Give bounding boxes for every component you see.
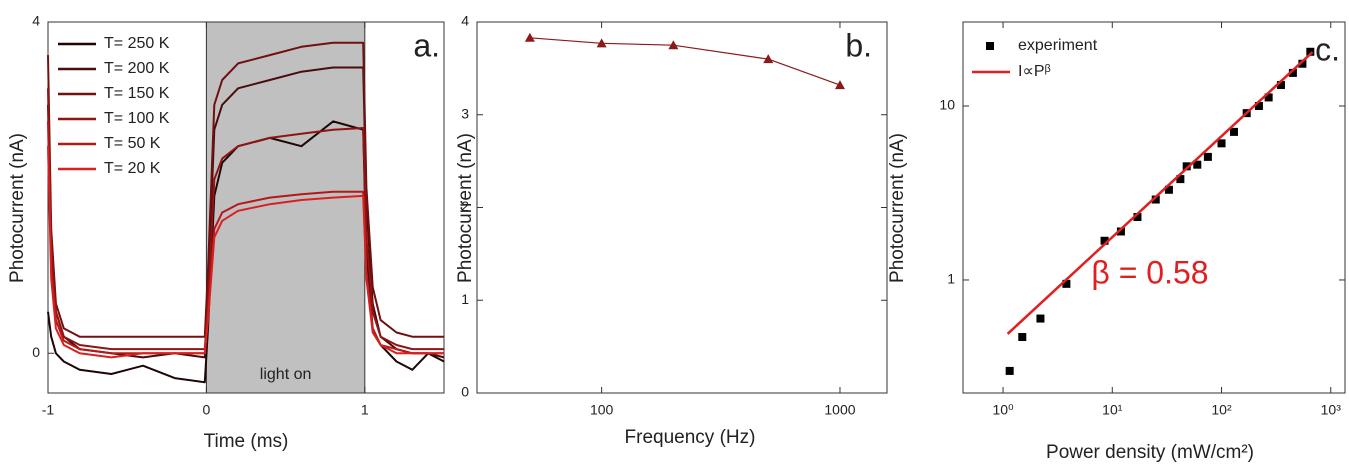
marker bbox=[834, 80, 845, 90]
marker bbox=[1164, 185, 1173, 194]
marker bbox=[1193, 160, 1202, 169]
legend-label: T= 200 K bbox=[104, 60, 170, 77]
series-line bbox=[47, 120, 445, 384]
marker bbox=[1298, 59, 1307, 68]
marker bbox=[1288, 68, 1297, 77]
y-tick-label: 2 bbox=[461, 198, 469, 214]
marker bbox=[1062, 279, 1071, 288]
plot-frame bbox=[962, 21, 1346, 394]
legend-marker bbox=[986, 42, 994, 50]
marker bbox=[1276, 81, 1285, 90]
marker bbox=[1151, 195, 1160, 204]
marker bbox=[1182, 162, 1191, 171]
legend-label: experiment bbox=[1018, 37, 1098, 54]
marker bbox=[1254, 102, 1263, 111]
series-line bbox=[1006, 51, 1314, 335]
x-tick-label: -1 bbox=[42, 402, 55, 418]
series-line bbox=[529, 37, 841, 86]
x-axis-label: Power density (mW/cm²) bbox=[1046, 442, 1254, 463]
y-axis-label: Photocurrent (nA) bbox=[455, 133, 476, 283]
y-tick-label: 1 bbox=[947, 271, 955, 287]
marker bbox=[1133, 213, 1142, 222]
legend-label: T= 150 K bbox=[104, 85, 170, 102]
panel-label: b. bbox=[845, 27, 872, 63]
marker bbox=[668, 40, 679, 50]
y-axis-label: Photocurrent (nA) bbox=[887, 133, 908, 283]
marker bbox=[1203, 152, 1212, 161]
series-line bbox=[47, 88, 444, 351]
y-tick-label: 4 bbox=[32, 13, 40, 29]
y-tick-label: 3 bbox=[461, 105, 469, 121]
marker bbox=[524, 32, 535, 42]
marker bbox=[1229, 127, 1238, 136]
x-tick-label: 1 bbox=[361, 402, 369, 418]
x-tick-label: 10¹ bbox=[1102, 402, 1123, 418]
legend-label: T= 50 K bbox=[104, 135, 161, 152]
y-tick-label: 10 bbox=[939, 97, 955, 113]
panel-label: c. bbox=[1315, 31, 1340, 67]
y-tick-label: 4 bbox=[461, 13, 469, 29]
marker bbox=[1116, 227, 1125, 236]
marker bbox=[1018, 333, 1027, 342]
series-line bbox=[47, 41, 444, 338]
legend-label: I∝Pᵝ bbox=[1018, 63, 1051, 80]
marker bbox=[1217, 139, 1226, 148]
legend-label: T= 100 K bbox=[104, 110, 170, 127]
x-axis-label: Time (ms) bbox=[204, 431, 289, 452]
y-tick-label: 0 bbox=[32, 344, 40, 360]
marker bbox=[1264, 93, 1273, 102]
marker bbox=[763, 54, 774, 64]
series-line bbox=[47, 146, 444, 359]
annotation: β = 0.58 bbox=[1091, 254, 1208, 290]
legend-label: T= 20 K bbox=[104, 160, 161, 177]
marker bbox=[1176, 175, 1185, 184]
x-tick-label: 1000 bbox=[824, 402, 855, 418]
x-tick-label: 0 bbox=[203, 402, 211, 418]
y-axis-label: Photocurrent (nA) bbox=[7, 133, 28, 283]
shade-label: light on bbox=[260, 366, 312, 383]
marker bbox=[1100, 236, 1109, 245]
y-tick-label: 0 bbox=[461, 384, 469, 400]
marker bbox=[596, 38, 607, 48]
x-tick-label: 10⁰ bbox=[992, 402, 1014, 418]
panel-label: a. bbox=[413, 27, 440, 63]
legend-label: T= 250 K bbox=[104, 35, 170, 52]
plot-frame bbox=[47, 21, 445, 394]
x-axis-label: Frequency (Hz) bbox=[625, 427, 756, 448]
marker bbox=[1036, 314, 1045, 323]
plot-frame bbox=[476, 21, 888, 394]
x-tick-label: 10³ bbox=[1321, 402, 1342, 418]
marker bbox=[1306, 47, 1315, 56]
x-tick-label: 10² bbox=[1211, 402, 1232, 418]
x-tick-label: 100 bbox=[590, 402, 614, 418]
y-tick-label: 1 bbox=[461, 291, 469, 307]
marker bbox=[1005, 366, 1014, 375]
